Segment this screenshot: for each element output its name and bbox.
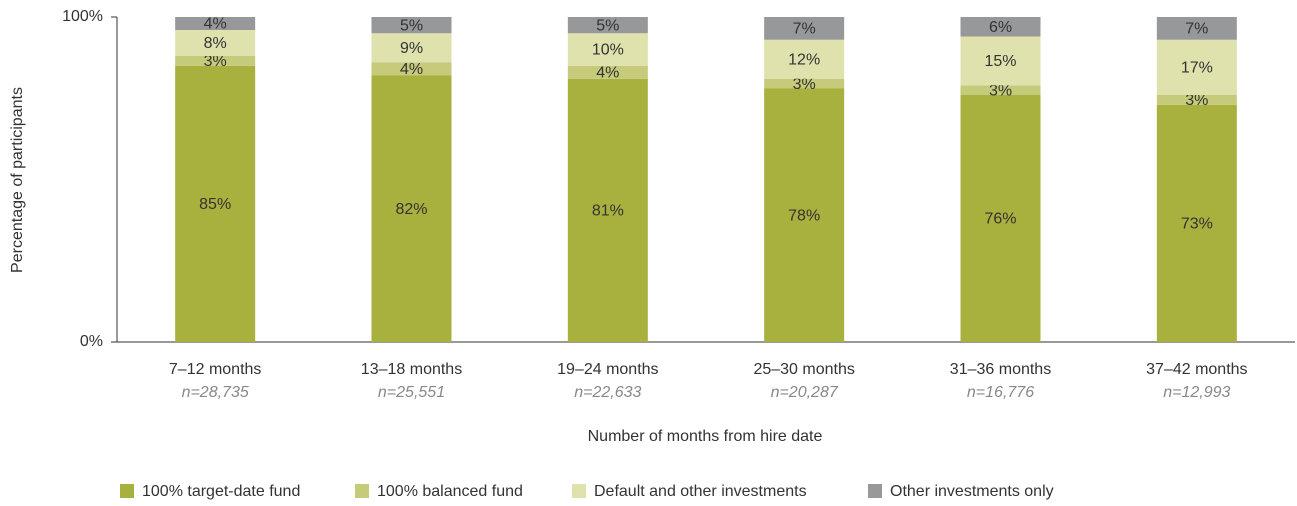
data-label: 3% [793,76,816,93]
bar-segment [764,17,845,40]
bar-segment [764,39,845,79]
x-tick-label: 25–30 months [753,361,854,378]
data-label: 10% [592,42,624,59]
legend-label: Other investments only [890,483,1054,500]
bar-segment [1156,39,1237,95]
x-tick-label: 31–36 months [950,361,1051,378]
x-tick-label: 7–12 months [169,361,262,378]
data-label: 3% [989,82,1012,99]
x-tick-note: n=20,287 [771,384,839,401]
data-label: 76% [984,211,1016,228]
data-label: 5% [596,17,619,34]
data-label: 15% [984,53,1016,70]
data-label: 17% [1181,60,1213,77]
x-tick-label: 37–42 months [1146,361,1247,378]
bar-segment [567,65,648,79]
bar-segment [371,33,452,63]
data-label: 3% [1185,92,1208,109]
data-label: 85% [199,196,231,213]
data-label: 82% [395,201,427,218]
data-label: 7% [1185,21,1208,38]
legend-swatch [355,484,369,498]
legend-swatch [120,484,134,498]
x-axis-title: Number of months from hire date [588,428,823,445]
data-label: 73% [1181,216,1213,233]
bar-segment [175,65,256,342]
bar-segment [1156,95,1237,105]
data-label: 4% [596,64,619,81]
legend-swatch [868,484,882,498]
bar-segment [567,33,648,66]
data-label: 81% [592,203,624,220]
data-label: 12% [788,51,820,68]
data-label: 9% [400,40,423,57]
x-tick-label: 13–18 months [361,361,462,378]
bar-segment [371,62,452,76]
x-tick-note: n=12,993 [1163,384,1230,401]
y-tick-label: 100% [62,8,103,25]
y-tick-label: 0% [80,333,103,350]
x-tick-note: n=16,776 [967,384,1034,401]
x-tick-note: n=28,735 [182,384,249,401]
data-label: 6% [989,19,1012,36]
legend-label: 100% target-date fund [142,483,300,500]
y-axis-title: Percentage of participants [9,87,26,273]
bar-segment [175,30,256,56]
data-label: 8% [204,35,227,52]
bar-segment [960,17,1041,37]
bar-segment [1156,104,1237,342]
bar-segment [371,75,452,342]
data-label: 5% [400,17,423,34]
bar-segment [1156,17,1237,40]
bar-segment [371,17,452,34]
bar-segment [175,17,256,30]
bar-segment [764,88,845,342]
x-tick-label: 19–24 months [557,361,658,378]
data-label: 3% [204,53,227,70]
bar-segment [175,56,256,66]
data-label: 4% [400,61,423,78]
data-label: 78% [788,207,820,224]
legend-swatch [572,484,586,498]
legend-label: 100% balanced fund [377,483,523,500]
bar-segment [567,78,648,342]
data-label: 7% [793,21,816,38]
bar-segment [960,95,1041,342]
legend-label: Default and other investments [594,483,807,500]
x-tick-note: n=25,551 [378,384,445,401]
bar-segment [960,36,1041,86]
x-tick-note: n=22,633 [574,384,641,401]
data-label: 4% [204,16,227,33]
bar-segment [764,78,845,89]
bar-segment [960,85,1041,95]
bar-segment [567,17,648,34]
